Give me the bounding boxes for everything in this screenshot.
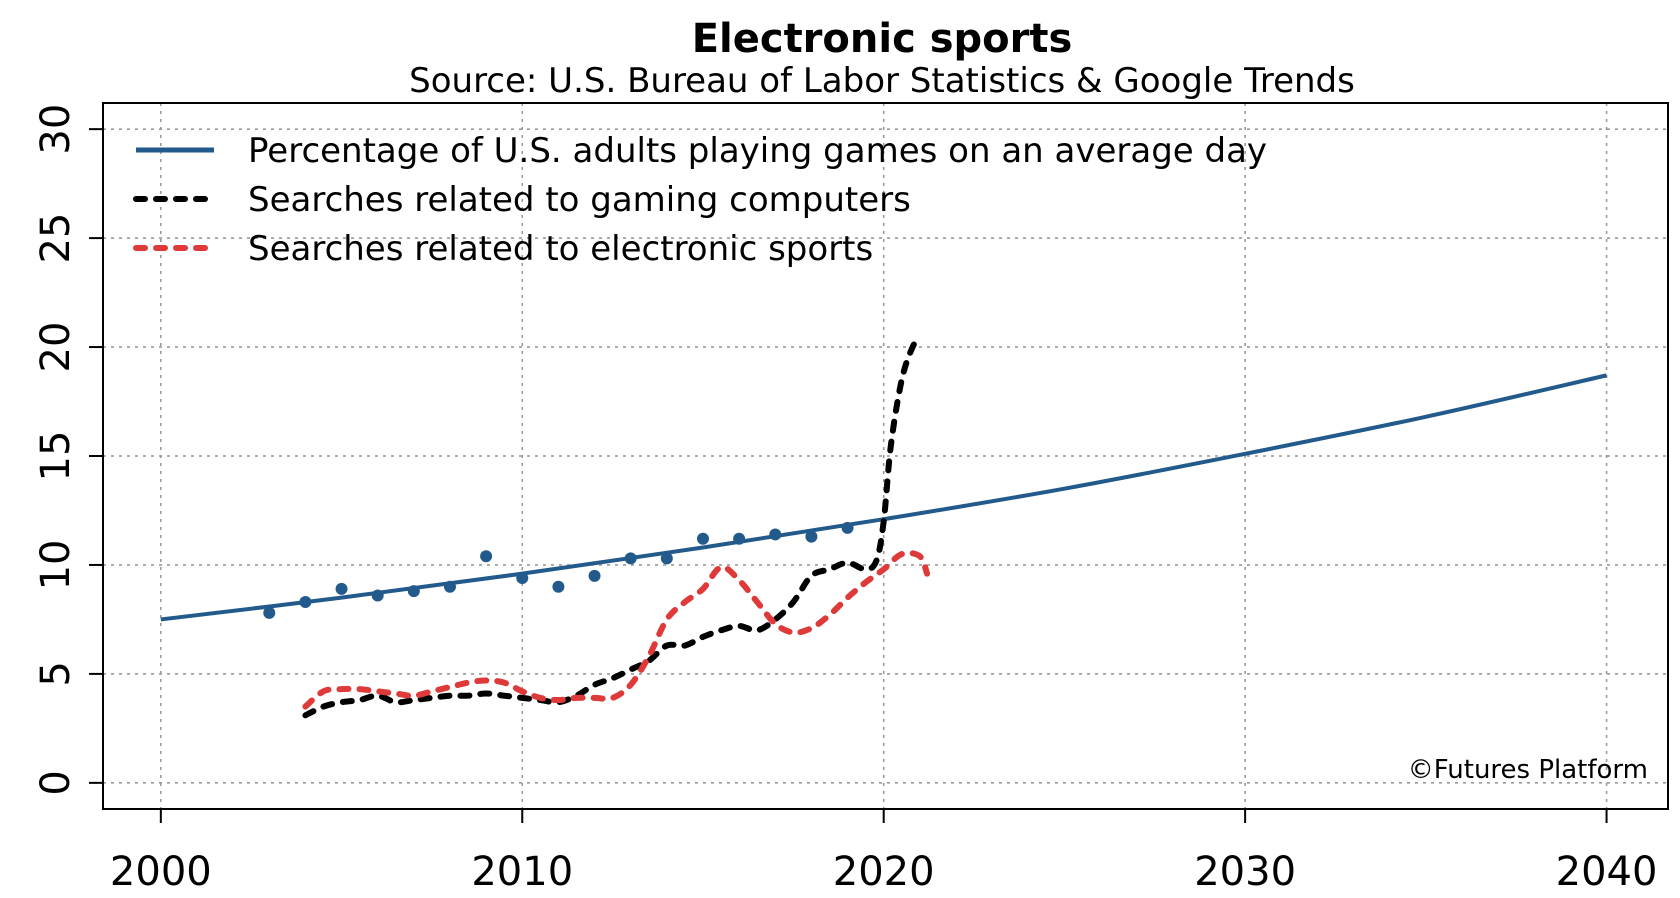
data-point [263,606,276,619]
legend-item-esports: Searches related to electronic sports [133,229,873,269]
legend-label: Percentage of U.S. adults playing games … [248,131,1267,171]
legend-label: Searches related to gaming computers [248,180,911,220]
y-tick-label: 20 [33,322,79,373]
credit-label: ©Futures Platform [1408,755,1648,785]
series-group [160,335,1608,719]
legend-item-gaming-computers: Searches related to gaming computers [133,180,911,220]
y-tick-label: 0 [33,770,79,795]
legend-label: Searches related to electronic sports [248,229,873,269]
data-point [335,582,348,595]
plot-area-border [102,102,1669,810]
y-tick-label: 15 [33,431,79,482]
data-point [733,532,746,545]
series-adults-data-points [263,521,854,619]
chart-title: Electronic sports [692,16,1073,62]
y-tick-label: 5 [33,661,79,686]
data-point [407,585,420,598]
data-point [443,580,456,593]
data-point [805,530,818,543]
y-tick-label: 25 [33,213,79,264]
data-point [299,595,312,608]
chart-subtitle: Source: U.S. Bureau of Labor Statistics … [409,61,1355,101]
data-point [552,580,565,593]
data-point [841,521,854,534]
legend-item-adults: Percentage of U.S. adults playing games … [136,131,1267,171]
data-point [769,528,782,541]
data-point [624,552,637,565]
data-point [516,572,529,585]
x-axis-ticks: 2000 2010 2020 2030 2040 [110,809,1658,895]
x-tick-label: 2040 [1556,849,1658,895]
x-tick-label: 2000 [110,849,212,895]
data-point [480,550,493,563]
data-point [371,589,384,602]
data-point [696,532,709,545]
gridlines [103,103,1668,809]
data-point [588,569,601,582]
data-point [660,552,673,565]
y-axis-ticks: 0 5 10 15 20 25 30 [33,104,103,796]
x-tick-label: 2030 [1194,849,1296,895]
y-tick-label: 30 [33,104,79,155]
series-esports-line [302,549,931,710]
legend: Percentage of U.S. adults playing games … [133,131,1267,269]
x-tick-label: 2020 [833,849,935,895]
x-tick-label: 2010 [471,849,573,895]
y-tick-label: 10 [33,539,79,590]
